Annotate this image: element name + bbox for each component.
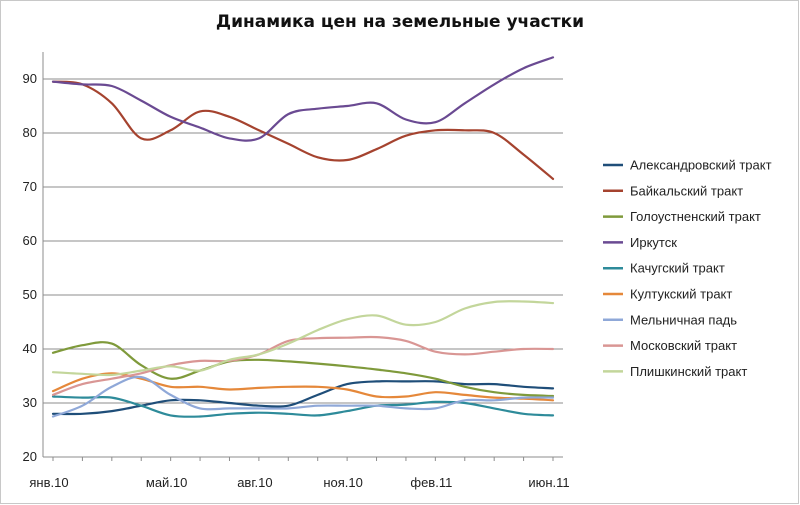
x-tick-label-1: май.10 (146, 475, 188, 490)
chart-title: Динамика цен на земельные участки (215, 12, 585, 32)
x-tick-label-4: фев.11 (410, 475, 452, 490)
series-line-2 (51, 341, 555, 398)
y-tick-label-30: 30 (23, 395, 37, 410)
y-tick-label-20: 20 (23, 449, 37, 464)
legend-label-1: Байкальский тракт (630, 183, 743, 198)
y-tick-label-80: 80 (23, 125, 37, 140)
legend-label-4: Качугский тракт (630, 261, 725, 276)
legend-label-7: Московский тракт (630, 338, 737, 353)
series-line-6 (51, 375, 555, 418)
x-tick-label-2: авг.10 (237, 475, 272, 490)
series-line-3 (51, 56, 555, 142)
series-line-5 (51, 372, 555, 402)
series-line-8 (51, 300, 555, 377)
legend-label-6: Мельничная падь (630, 312, 737, 327)
x-tick-label-0: янв.10 (29, 475, 68, 490)
series-line-4 (51, 395, 555, 418)
series-line-7 (51, 335, 555, 396)
y-tick-label-60: 60 (23, 233, 37, 248)
y-tick-label-40: 40 (23, 341, 37, 356)
legend-label-5: Култукский тракт (630, 287, 732, 302)
x-tick-label-3: ноя.10 (323, 475, 363, 490)
legend-label-3: Иркутск (630, 235, 677, 250)
series-line-1 (51, 80, 555, 180)
y-tick-label-50: 50 (23, 287, 37, 302)
legend-label-8: Плишкинский тракт (630, 364, 747, 379)
y-tick-label-90: 90 (23, 71, 37, 86)
series-line-0 (51, 380, 555, 416)
legend-label-0: Александровский тракт (630, 158, 772, 173)
x-tick-label-5: июн.11 (528, 475, 569, 490)
legend-label-2: Голоустненский тракт (630, 209, 761, 224)
y-tick-label-70: 70 (23, 179, 37, 194)
